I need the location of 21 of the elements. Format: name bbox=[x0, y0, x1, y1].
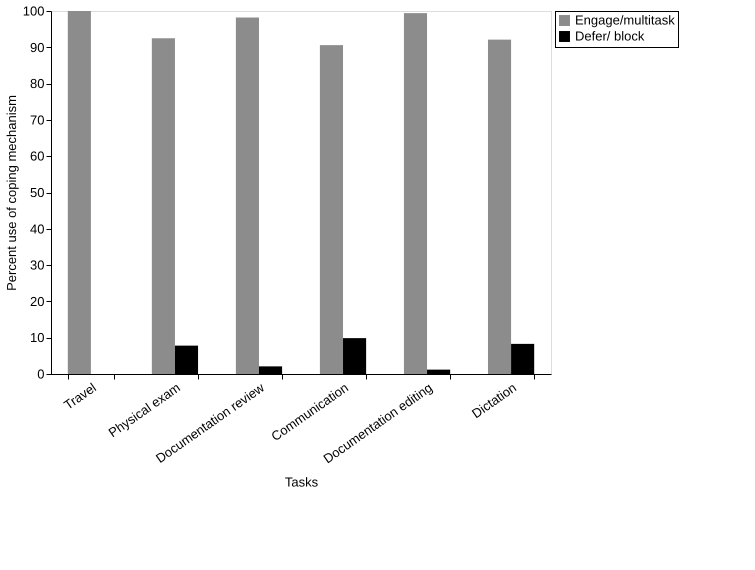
y-tick-label: 10 bbox=[30, 330, 44, 346]
y-tick-label: 30 bbox=[30, 258, 44, 273]
legend-label: Defer/ block bbox=[575, 28, 645, 44]
bar bbox=[152, 38, 175, 374]
y-tick-label: 100 bbox=[22, 4, 44, 18]
y-tick-label: 80 bbox=[30, 76, 44, 92]
y-tick-label: 50 bbox=[30, 185, 44, 200]
x-axis-title: Tasks bbox=[284, 474, 319, 490]
y-tick-label: 20 bbox=[30, 294, 44, 309]
bar bbox=[236, 18, 259, 374]
y-tick-label: 60 bbox=[30, 148, 44, 164]
y-tick-label: 90 bbox=[30, 40, 44, 55]
bar bbox=[404, 13, 428, 374]
y-axis-title: Percent use of coping mechanism bbox=[4, 95, 19, 291]
y-tick-label: 0 bbox=[37, 366, 44, 382]
bar bbox=[320, 45, 344, 374]
y-tick-label: 40 bbox=[30, 221, 44, 236]
bar bbox=[488, 40, 512, 374]
bar bbox=[68, 11, 91, 374]
legend-label: Engage/multitask bbox=[575, 12, 676, 28]
y-tick-label: 70 bbox=[30, 112, 44, 128]
